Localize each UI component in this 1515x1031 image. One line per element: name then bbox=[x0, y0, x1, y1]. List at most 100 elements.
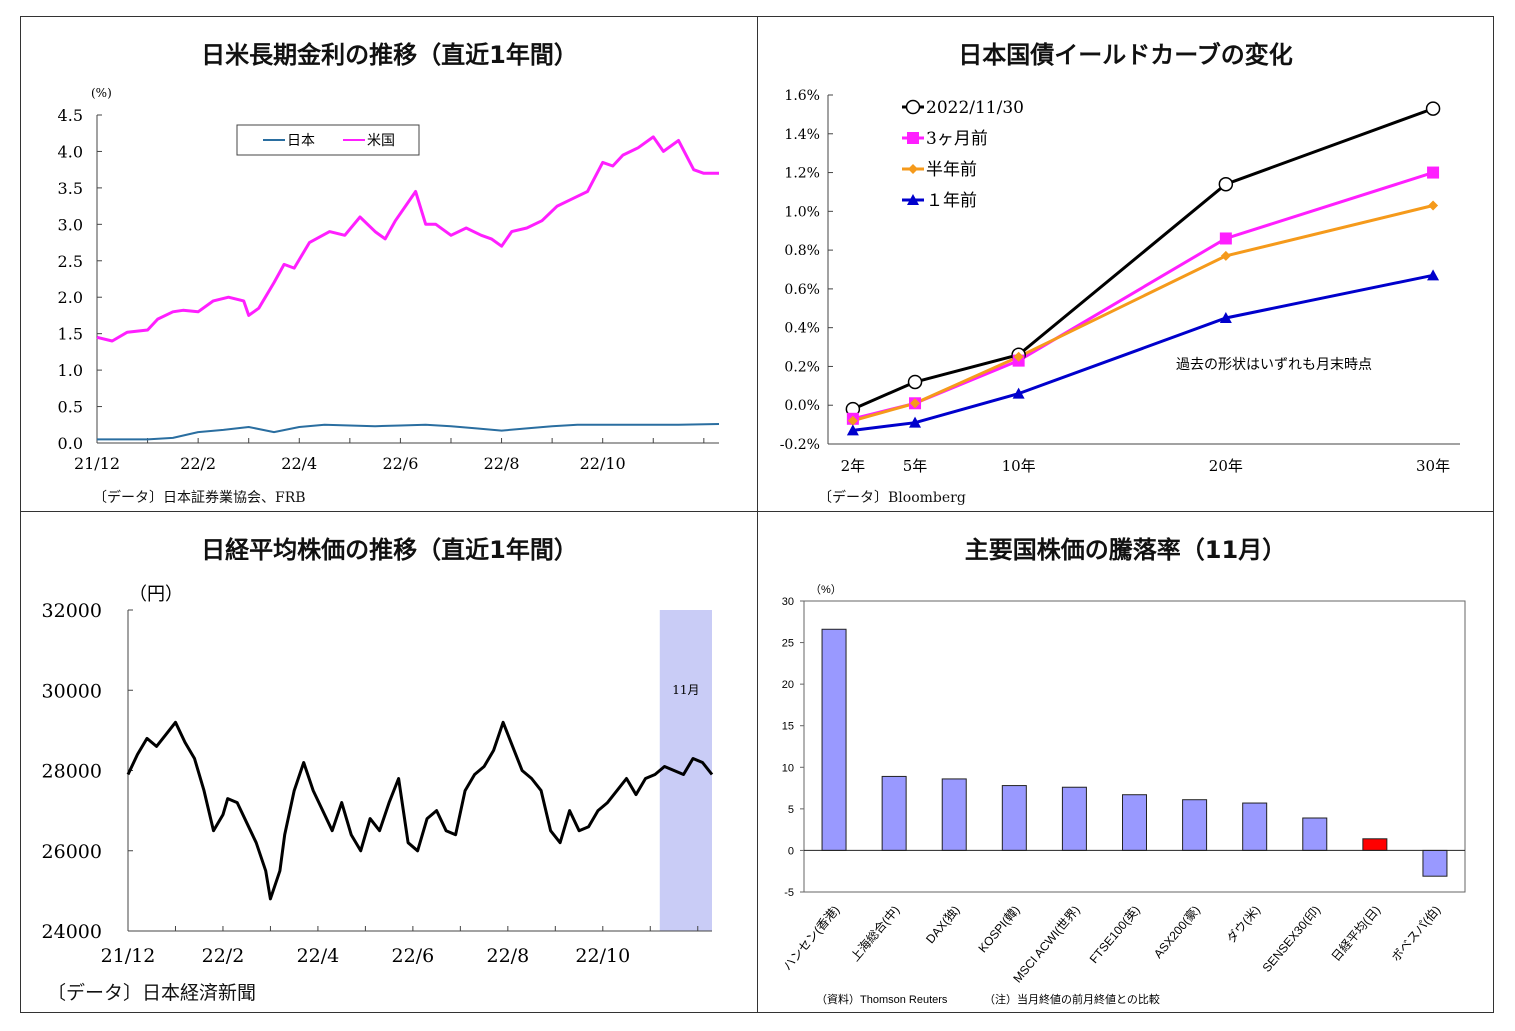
y-tick-label: 26000 bbox=[42, 841, 102, 863]
curve-point bbox=[1428, 200, 1439, 211]
x-tick-label: 22/6 bbox=[392, 945, 435, 967]
x-tick-label: 21/12 bbox=[74, 454, 120, 473]
y-tick-label: 30 bbox=[782, 596, 794, 608]
y-tick-label: 0.0 bbox=[58, 434, 83, 453]
y-tick-label: 4.5 bbox=[58, 106, 83, 125]
bar bbox=[881, 775, 907, 851]
bar bbox=[941, 778, 967, 851]
x-tick-label: 10年 bbox=[1002, 457, 1036, 475]
y-tick-label: 4.0 bbox=[58, 142, 83, 161]
bar bbox=[1122, 794, 1147, 851]
curve-line bbox=[852, 273, 1434, 432]
y-axis-unit: (%) bbox=[91, 86, 112, 100]
y-tick-label: 3.5 bbox=[58, 179, 83, 198]
y-tick-label: 3.0 bbox=[58, 215, 83, 234]
footnote: （注）当月終値の前月終値との比較 bbox=[984, 992, 1160, 1006]
x-tick-label: 上海総合(中) bbox=[847, 902, 902, 964]
curve-point bbox=[910, 398, 921, 409]
yield-curve-chart: -0.2% 0.0% 0.2% 0.4% 0.6% 0.8% 1.0% 1.2% 1.4% 1.6… bbox=[780, 88, 1460, 475]
y-tick-label: 25 bbox=[782, 638, 794, 650]
curve-point bbox=[1012, 387, 1025, 399]
chart-title: 日経平均株価の推移（直近1年間） bbox=[201, 536, 578, 564]
y-tick-label: -0.2% bbox=[780, 437, 820, 453]
x-tick-label: FTSE100(英) bbox=[1087, 903, 1143, 966]
curve-point bbox=[1219, 232, 1232, 245]
source-note: （資料）Thomson Reuters bbox=[816, 992, 948, 1006]
y-axis-unit: （円） bbox=[129, 584, 183, 605]
y-tick-label: 0.8% bbox=[784, 243, 820, 259]
chart-title: 日本国債イールドカーブの変化 bbox=[958, 41, 1293, 69]
legend-label: 日本 bbox=[287, 133, 315, 149]
plot-frame bbox=[803, 600, 1466, 893]
y-axis-unit: （%） bbox=[810, 583, 842, 596]
legend-label: １年前 bbox=[926, 191, 977, 211]
legend-label: 2022/11/30 bbox=[926, 98, 1024, 118]
x-tick-label: ASX200(豪) bbox=[1150, 902, 1203, 961]
curve-point bbox=[907, 374, 923, 390]
x-tick-label: MSCI ACWI(世界) bbox=[1010, 903, 1082, 986]
curve-point bbox=[1425, 101, 1441, 116]
x-tick-label: 5年 bbox=[903, 457, 928, 475]
yields-chart: 0.0 0.5 1.0 1.5 2.0 2.5 3.0 3.5 4.0 4.5 (%) 21/12 22… bbox=[58, 86, 720, 473]
x-tick-label: ボベスパ(伯) bbox=[1388, 902, 1443, 964]
x-tick-label: KOSPI(韓) bbox=[975, 903, 1022, 955]
bar bbox=[1362, 838, 1388, 851]
x-tick-label: 日経平均(日) bbox=[1329, 903, 1383, 964]
curve-point bbox=[1218, 176, 1234, 192]
chart-title: 主要国株価の騰落率（11月） bbox=[964, 536, 1287, 564]
x-tick-label: 2年 bbox=[841, 457, 866, 475]
legend-label: 3ヶ月前 bbox=[926, 129, 988, 149]
y-tick-label: 24000 bbox=[42, 921, 102, 943]
curve-point bbox=[847, 415, 858, 426]
x-tick-label: 22/10 bbox=[580, 454, 626, 473]
y-tick-label: 15 bbox=[782, 721, 794, 733]
y-tick-label: 1.2% bbox=[784, 166, 820, 182]
x-tick-label: 22/8 bbox=[487, 945, 530, 967]
y-tick-label: 0.5 bbox=[58, 398, 83, 417]
y-tick-label: 10 bbox=[782, 762, 794, 774]
curve-point bbox=[1219, 311, 1232, 323]
legend-marker bbox=[905, 99, 921, 115]
x-tick-label: 22/4 bbox=[281, 454, 317, 473]
y-tick-label: 28000 bbox=[42, 761, 102, 783]
panel-nikkei: 日経平均株価の推移（直近1年間） 11月 24000 26000 28000 30000… bbox=[20, 511, 759, 1013]
x-tick-label: 22/4 bbox=[297, 945, 340, 967]
y-tick-label: 32000 bbox=[42, 600, 102, 622]
bar bbox=[1061, 786, 1087, 851]
curve-point bbox=[1220, 250, 1231, 261]
legend-marker bbox=[908, 164, 918, 174]
nikkei-line bbox=[126, 720, 714, 901]
y-tick-label: 0.6% bbox=[784, 282, 820, 298]
x-tick-label: 22/2 bbox=[180, 454, 216, 473]
x-tick-label: ハンセン(香港) bbox=[780, 903, 842, 973]
x-tick-label: 30年 bbox=[1416, 457, 1450, 475]
x-tick-label: 22/6 bbox=[382, 454, 418, 473]
bar bbox=[1422, 849, 1448, 877]
y-tick-label: 1.6% bbox=[784, 88, 820, 104]
legend-label: 半年前 bbox=[926, 160, 977, 180]
bar bbox=[1242, 802, 1268, 851]
curve-point bbox=[1013, 351, 1024, 362]
source-note: 〔データ〕Bloomberg bbox=[818, 490, 966, 506]
y-tick-label: 30000 bbox=[42, 680, 102, 702]
bar bbox=[1302, 817, 1328, 851]
y-tick-label: 2.5 bbox=[58, 252, 83, 271]
legend-marker bbox=[907, 132, 919, 144]
y-tick-label: 0.2% bbox=[784, 359, 820, 375]
legend-label: 米国 bbox=[367, 133, 395, 149]
y-tick-label: 0 bbox=[788, 845, 794, 857]
series-line-us bbox=[96, 135, 719, 343]
curve-point bbox=[846, 424, 859, 436]
y-tick-label: 5 bbox=[788, 804, 794, 816]
source-note: 〔データ〕日本証券業協会、FRB bbox=[93, 490, 306, 506]
curve-point bbox=[1427, 269, 1440, 281]
y-tick-label: 1.5 bbox=[58, 325, 83, 344]
y-tick-label: 0.4% bbox=[784, 321, 820, 337]
y-tick-label: 20 bbox=[782, 679, 794, 691]
x-tick-label: 20年 bbox=[1209, 457, 1243, 475]
y-tick-label: 1.0% bbox=[784, 204, 820, 220]
bar bbox=[1182, 799, 1208, 851]
x-tick-label: 21/12 bbox=[101, 945, 156, 967]
panel-jp-us-yields: 日米長期金利の推移（直近1年間） 0.0 0.5 1.0 1.5 2.0 2.5 3.0 3.… bbox=[20, 16, 759, 513]
x-tick-label: 22/8 bbox=[484, 454, 520, 473]
